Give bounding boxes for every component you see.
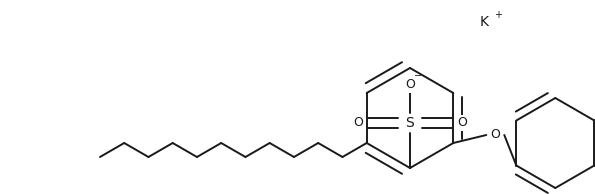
Text: O: O (405, 79, 415, 92)
Text: S: S (406, 116, 414, 130)
Text: O: O (457, 117, 467, 130)
Text: +: + (494, 10, 502, 20)
Text: −: − (414, 71, 422, 81)
Text: K: K (480, 15, 489, 29)
Text: O: O (490, 128, 500, 141)
Text: O: O (353, 117, 363, 130)
